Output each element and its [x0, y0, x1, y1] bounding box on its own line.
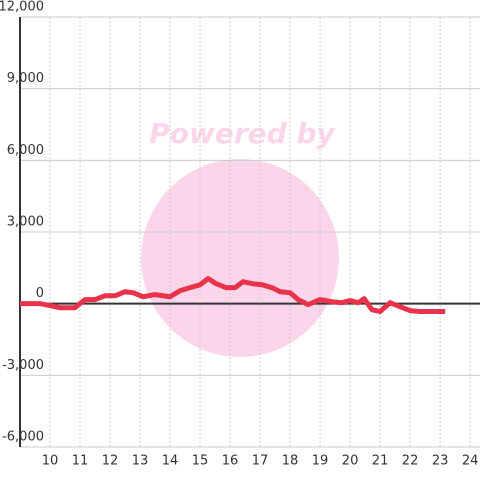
- line: [20, 276, 446, 315]
- x-tick-label: 12: [102, 454, 119, 469]
- watermark-text: Powered by: [149, 117, 336, 150]
- watermark-logo: [141, 159, 339, 357]
- x-tick-label: 19: [312, 454, 329, 469]
- y-tick-label: -6,000: [2, 430, 44, 445]
- y-tick-label: 0: [36, 286, 44, 301]
- x-tick-label: 13: [132, 454, 149, 469]
- x-tick-label: 11: [72, 454, 89, 469]
- y-tick-label: 9,000: [7, 71, 44, 86]
- x-tick-label: 15: [192, 454, 209, 469]
- x-tick-label: 14: [162, 454, 179, 469]
- x-tick-label: 22: [402, 454, 419, 469]
- x-tick-label: 10: [42, 454, 59, 469]
- x-tick-label: 24: [462, 454, 479, 469]
- x-tick-label: 17: [252, 454, 269, 469]
- y-tick-label: 3,000: [7, 215, 44, 230]
- x-tick-label: 23: [432, 454, 449, 469]
- x-tick-label: 20: [342, 454, 359, 469]
- x-tick-label: 16: [222, 454, 239, 469]
- x-tick-label: 21: [372, 454, 389, 469]
- x-tick-label: 18: [282, 454, 299, 469]
- y-tick-label: -3,000: [2, 358, 44, 373]
- y-tick-label: 12,000: [0, 0, 44, 15]
- y-tick-label: 6,000: [7, 143, 44, 158]
